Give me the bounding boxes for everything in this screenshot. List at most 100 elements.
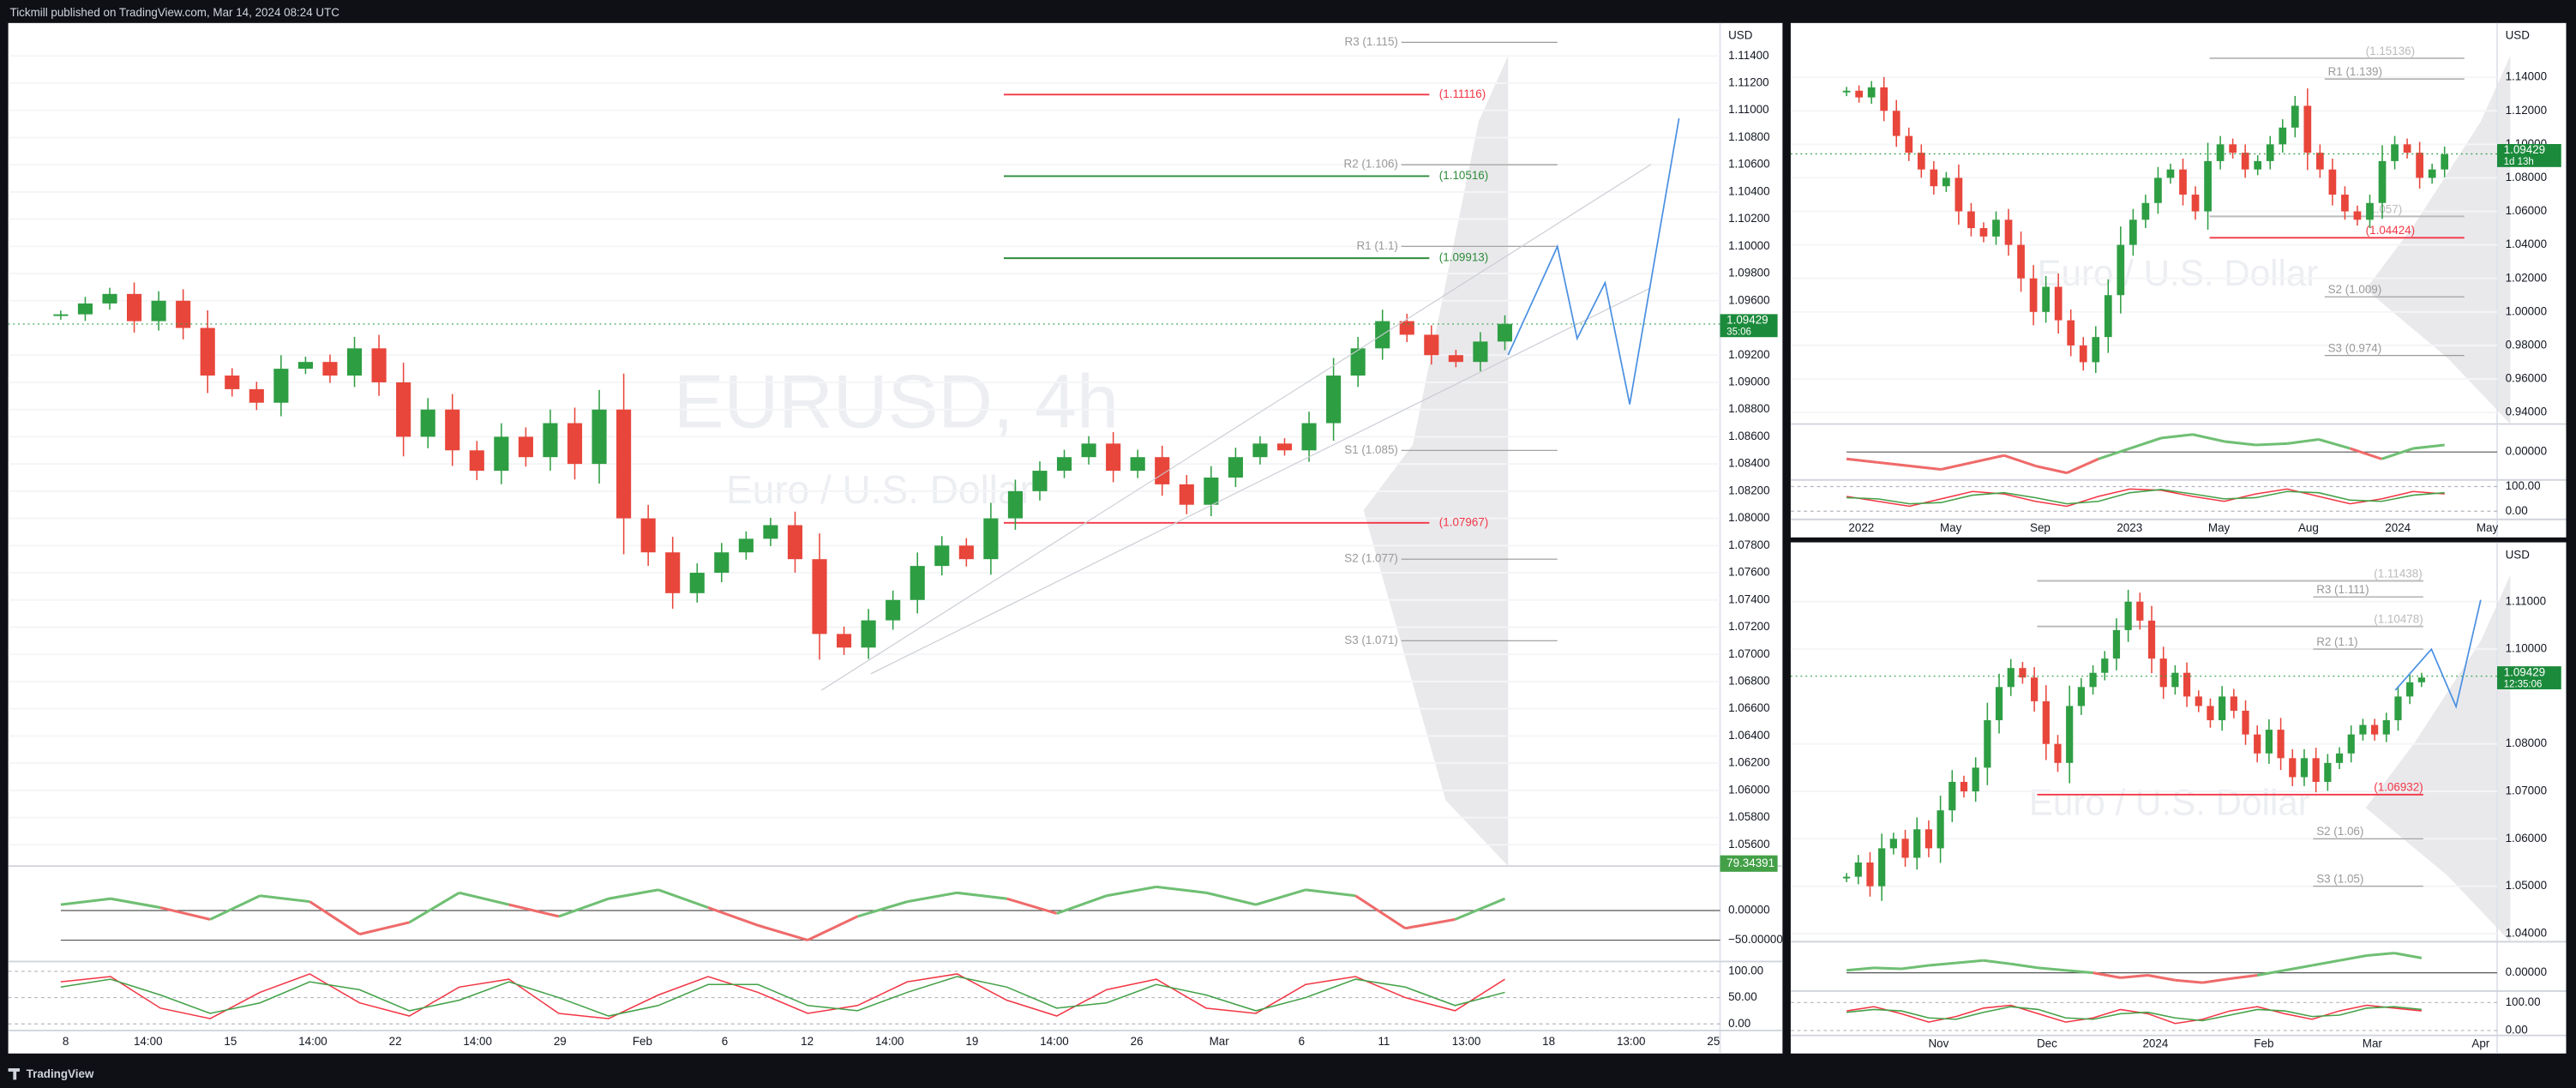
chart-panel: Euro / U.S. DollarUSD1.140001.120001.100… [1790, 22, 2567, 538]
oscillator-segment [159, 906, 211, 921]
candle-body [2254, 160, 2262, 170]
level-label: R3 (1.115) [1345, 35, 1398, 48]
y-tick-label: 1.11000 [1728, 103, 1768, 116]
y-tick-label: 1.12000 [2506, 104, 2547, 117]
oscillator-segment [558, 897, 609, 918]
level-label: (1.09913) [1439, 251, 1488, 264]
candle-body [494, 436, 509, 472]
y-tick-label: 1.08600 [1728, 430, 1769, 442]
candle-body [77, 303, 93, 315]
oscillator-segment [2192, 433, 2225, 443]
x-tick-label: 26 [1131, 1035, 1144, 1048]
brand-logo [8, 1067, 20, 1080]
oscillator-segment [1255, 888, 1306, 906]
oscillator-segment [2350, 447, 2382, 460]
level-label: (1.15136) [2366, 45, 2415, 57]
candle-body [2229, 144, 2237, 153]
candle-body [2166, 169, 2175, 178]
candle-body [1842, 90, 1851, 93]
x-tick-label: May [2208, 521, 2231, 534]
candle-body [445, 409, 460, 451]
candle-body [2077, 687, 2085, 706]
candle-body [1081, 443, 1096, 458]
candle-body [2104, 295, 2112, 338]
level-label: R3 (1.111) [2316, 583, 2369, 596]
candle-body [2254, 734, 2261, 754]
candle-body [567, 423, 583, 465]
y-tick-label: 1.10400 [1728, 184, 1769, 197]
candle-body [2303, 105, 2312, 153]
level-label: S3 (0.974) [2328, 342, 2382, 355]
candle-body [2279, 127, 2287, 145]
oscillator-segment [807, 915, 858, 941]
candle-body [2191, 194, 2200, 212]
x-tick-label: Apr [2471, 1037, 2489, 1050]
price-label: 1.09429 [2504, 143, 2545, 156]
candle-body [2066, 706, 2074, 763]
oscillator-segment [2120, 973, 2148, 979]
candle-body [1992, 219, 2000, 237]
candle-body [2335, 753, 2344, 763]
oscillator-segment [2202, 977, 2231, 984]
candle-body [1204, 477, 1219, 505]
candle-body [1497, 323, 1513, 342]
candle-body [2054, 286, 2063, 321]
candle-body [2230, 696, 2237, 711]
candle-body [910, 566, 925, 600]
candle-body [2216, 144, 2225, 161]
y-tick-label: 1.02000 [2506, 271, 2547, 284]
x-tick-label: 14:00 [298, 1035, 327, 1048]
x-tick-label: 19 [965, 1035, 978, 1048]
watermark-description: Euro / U.S. Dollar [726, 467, 1033, 512]
candle-body [2219, 696, 2226, 721]
candle-body [886, 599, 901, 621]
oscillator-segment [1846, 457, 1878, 464]
oscillator-segment [2098, 447, 2131, 460]
candle-body [1995, 687, 2003, 721]
candle-body [2417, 677, 2425, 682]
x-tick-label: May [1940, 521, 1962, 534]
candle-body [738, 538, 754, 553]
oscillator-segment [1156, 885, 1207, 894]
candle-body [2195, 696, 2202, 706]
candle-body [2341, 194, 2349, 212]
candle-body [1924, 829, 1933, 849]
oscillator-segment [1056, 894, 1108, 915]
candle-body [2124, 601, 2132, 630]
y-tick-label: 1.06000 [2506, 204, 2547, 217]
chart-panel: Euro / U.S. Dollar USD 1.11000 1.10000 1.080… [1790, 542, 2567, 1054]
candle-body [1979, 228, 1988, 237]
oscillator-segment [1006, 897, 1058, 915]
y-tick-label: 1.08000 [2506, 171, 2547, 183]
y-tick-label: 100.00 [1728, 964, 1763, 977]
candle-body [2403, 144, 2411, 153]
oscillator-segment [1846, 966, 1875, 972]
oscillator-segment [110, 897, 161, 910]
y-tick-label: 1.10800 [1728, 130, 1769, 143]
candle-body [2265, 730, 2273, 754]
candle-body [1448, 355, 1463, 363]
y-tick-label: 1.08000 [2506, 736, 2547, 749]
oscillator-last-label: 79.34391 [1726, 857, 1774, 869]
candle-body [2428, 169, 2436, 178]
candle-body [53, 314, 69, 316]
y-tick-label: 1.06400 [1728, 729, 1769, 742]
candle-body [2159, 658, 2167, 688]
candle-body [1905, 135, 1913, 153]
candle-body [200, 328, 215, 376]
candle-body [1892, 111, 1900, 136]
candle-body [2031, 677, 2039, 701]
candle-body [2183, 672, 2191, 697]
candle-body [616, 409, 632, 519]
y-tick-label: 1.07400 [1728, 592, 1769, 605]
oscillator-segment [2066, 457, 2099, 474]
oscillator-segment [2318, 438, 2351, 450]
level-label: S1 (1.085) [1344, 443, 1398, 456]
currency-label: USD [2506, 29, 2531, 42]
oscillator-segment [2129, 436, 2162, 450]
oscillator-segment [2412, 443, 2445, 450]
oscillator-segment [2286, 437, 2320, 445]
oscillator-segment [2311, 959, 2340, 967]
oscillator-segment [408, 891, 460, 924]
y-tick-label: 1.06600 [1728, 701, 1769, 714]
